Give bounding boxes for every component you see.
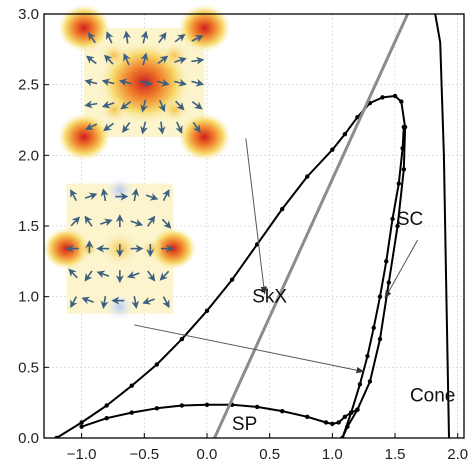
x-tick-label: 0.5	[259, 446, 280, 463]
region-label-cone: Cone	[410, 386, 455, 407]
data-point	[400, 146, 405, 151]
data-point	[336, 420, 341, 425]
data-point	[330, 147, 335, 152]
data-point	[129, 383, 134, 388]
data-point	[323, 420, 329, 425]
y-tick-label: 1.0	[18, 289, 39, 306]
y-tick-label: 3.0	[18, 6, 39, 23]
plot-frame	[43, 13, 465, 439]
square-lattice-inset	[43, 176, 197, 321]
data-point	[380, 95, 385, 100]
data-point	[154, 406, 160, 411]
series-2-line	[81, 403, 358, 428]
x-tick-label: −1.0	[67, 446, 97, 463]
region-labels: SkX SC SP Cone	[232, 209, 455, 435]
y-tick-label: 0.5	[18, 359, 39, 376]
phase-boundaries	[54, 14, 450, 438]
data-point	[179, 403, 185, 408]
data-point	[280, 206, 285, 212]
region-label-skx: SkX	[252, 287, 287, 308]
data-point	[154, 362, 160, 367]
data-point	[179, 336, 185, 342]
data-point	[104, 416, 109, 421]
data-point	[355, 407, 360, 412]
data-point	[204, 308, 210, 313]
data-point	[395, 223, 400, 229]
annotation-arrow	[245, 138, 267, 295]
data-point	[390, 216, 395, 222]
annotation-arrow	[134, 324, 365, 374]
data-point	[399, 99, 404, 104]
data-point	[305, 174, 310, 179]
series-3-line	[434, 14, 450, 438]
insets	[43, 4, 231, 321]
data-point	[401, 124, 407, 130]
x-tick-label: 1.5	[385, 446, 406, 463]
data-point	[280, 408, 285, 414]
y-tick-label: 0.0	[18, 430, 39, 447]
x-tick-label: 0.0	[197, 446, 218, 463]
data-point	[254, 404, 260, 410]
data-point	[129, 410, 134, 415]
data-point	[305, 414, 310, 419]
data-point	[371, 325, 376, 330]
data-point	[384, 259, 389, 264]
y-tick-label: 1.5	[18, 218, 39, 235]
series-4-line	[213, 14, 409, 438]
data-point	[342, 414, 348, 419]
annotation-arrow	[384, 239, 419, 299]
y-tick-label: 2.0	[18, 147, 39, 164]
data-point	[104, 403, 109, 408]
series-1-line	[341, 127, 405, 438]
data-point	[204, 402, 210, 407]
data-point	[396, 181, 402, 186]
region-label-sc: SC	[397, 209, 423, 230]
axes: −1.0 −0.5 0.0 0.5 1.0 1.5 2.0 0.0 0.5 1.0 1.5 2.0 2.…	[18, 6, 468, 463]
data-point	[342, 131, 348, 137]
x-tick-label: 1.0	[322, 446, 343, 463]
y-tick-label: 2.5	[18, 77, 39, 94]
data-point	[401, 167, 407, 172]
data-point	[386, 280, 391, 285]
data-point	[79, 424, 84, 429]
data-point	[229, 277, 235, 282]
data-point	[330, 421, 335, 427]
data-point	[79, 420, 84, 425]
annotation-arrows	[134, 138, 419, 374]
x-tick-label: 2.0	[447, 446, 468, 463]
data-point	[348, 410, 354, 415]
region-label-sp: SP	[232, 414, 257, 435]
data-point	[367, 379, 373, 384]
data-point	[392, 93, 398, 99]
x-tick-label: −0.5	[129, 446, 159, 463]
data-point	[377, 336, 383, 342]
data-point	[365, 353, 370, 359]
data-point	[377, 294, 383, 299]
skyrmion-lattice-inset	[57, 4, 231, 161]
data-point	[357, 382, 363, 387]
